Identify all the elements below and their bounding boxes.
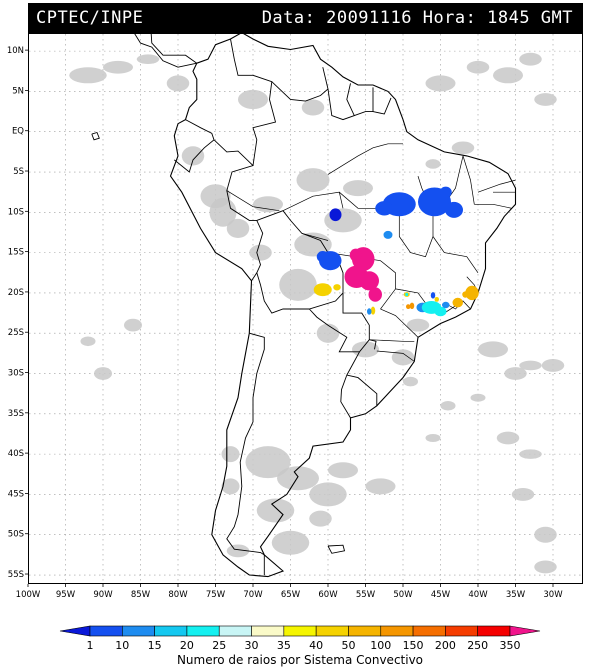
lon-tick-label: 95W [56, 590, 76, 600]
lon-tick-label: 55W [356, 590, 376, 600]
convective-system [445, 201, 463, 218]
convective-system [375, 201, 394, 216]
legend-label: 10 [115, 639, 129, 652]
legend-label: 30 [245, 639, 259, 652]
convective-system [405, 292, 409, 297]
convective-system [442, 301, 450, 309]
title-bar: CPTEC/INPE Data: 20091116 Hora: 1845 GMT [28, 3, 583, 33]
legend-swatch [218, 625, 252, 637]
lat-tick-label: 10N [7, 46, 24, 56]
lat-tick-label: 5N [12, 86, 24, 96]
convective-system [434, 296, 439, 302]
convective-system [383, 230, 393, 239]
legend-swatch [59, 625, 91, 637]
lon-tick-label: 50W [393, 590, 413, 600]
convective-system [370, 306, 376, 315]
map-canvas [29, 34, 582, 583]
lat-tick-label: 50S [8, 530, 24, 540]
lon-tick-label: 40W [468, 590, 488, 600]
convective-system [333, 284, 341, 291]
lat-tick-label: 20S [8, 288, 24, 298]
country-borders [91, 34, 517, 578]
convective-system [406, 304, 411, 310]
lat-tick-label: 45S [8, 489, 24, 499]
graticule [29, 34, 582, 583]
convective-system [409, 302, 415, 310]
lon-tick-label: 45W [431, 590, 451, 600]
map-frame [28, 33, 583, 584]
convective-system [368, 287, 382, 302]
lon-tick-label: 80W [168, 590, 188, 600]
legend-swatch [154, 625, 188, 637]
convective-system [316, 251, 329, 263]
lon-tick-label: 65W [281, 590, 301, 600]
legend-label: 40 [309, 639, 323, 652]
lon-tick-label: 70W [243, 590, 263, 600]
legend-label: 100 [370, 639, 391, 652]
lon-tick-label: 60W [318, 590, 338, 600]
legend-swatch [380, 625, 414, 637]
lon-axis: 100W 95W 90W 85W 80W 75W 70W 65W 60W 55W 50W 45W 40W… [16, 584, 563, 600]
convective-system [313, 283, 332, 297]
legend-swatch [122, 625, 155, 637]
legend-swatch [251, 625, 285, 637]
legend-label: 1 [87, 639, 94, 652]
legend-swatch [186, 625, 220, 637]
lat-tick-label: EQ [12, 127, 24, 137]
convective-system [329, 208, 342, 222]
legend-label: 25 [212, 639, 226, 652]
lat-tick-label: 25S [8, 328, 24, 338]
source-label: CPTEC/INPE [36, 8, 144, 28]
legend-swatch [283, 625, 317, 637]
convective-system [462, 291, 469, 298]
legend-swatch [509, 625, 541, 637]
lat-tick-label: 10S [8, 207, 24, 217]
cloud-cover [69, 52, 565, 574]
legend-label: 250 [467, 639, 488, 652]
legend-swatch [89, 625, 123, 637]
lat-tick-label: 55S [8, 570, 24, 580]
lon-tick-label: 85W [131, 590, 151, 600]
legend-swatch [315, 625, 349, 637]
convective-system [452, 297, 463, 308]
legend-swatch [412, 625, 446, 637]
convective-system [439, 186, 452, 198]
convective-system [367, 308, 372, 315]
lat-tick-label: 15S [8, 248, 24, 258]
lon-tick-label: 35W [506, 590, 526, 600]
convective-system [359, 271, 379, 291]
lat-tick-label: 40S [8, 449, 24, 459]
legend-label: 50 [341, 639, 355, 652]
color-legend: 1 10 15 20 25 30 35 40 50 100 150 200 250 350 [59, 625, 541, 652]
lat-tick-label: 5S [13, 167, 24, 177]
lon-tick-label: 100W [16, 590, 41, 600]
convective-system [434, 306, 447, 317]
lat-tick-label: 30S [8, 369, 24, 379]
lon-tick-label: 75W [206, 590, 226, 600]
legend-label: 15 [148, 639, 162, 652]
convective-system [430, 292, 436, 299]
legend-swatch [445, 625, 478, 637]
legend-label: 200 [435, 639, 456, 652]
lat-tick-label: 35S [8, 409, 24, 419]
lon-tick-label: 30W [543, 590, 563, 600]
legend-label: 35 [277, 639, 291, 652]
legend-title: Numero de raios por Sistema Convectivo [176, 653, 424, 667]
convective-system [349, 248, 362, 262]
legend-label: 350 [500, 639, 521, 652]
convective-systems [313, 186, 479, 317]
legend-swatch [477, 625, 511, 637]
legend-swatch [348, 625, 382, 637]
legend-label: 20 [180, 639, 194, 652]
lat-axis: 10N 5N EQ 5S 10S 15S 20S 25S 30S 35S 40S 45S 50S 55S [7, 46, 28, 580]
lon-tick-label: 90W [93, 590, 113, 600]
datetime-label: Data: 20091116 Hora: 1845 GMT [261, 8, 573, 28]
convective-system [465, 285, 479, 301]
legend-label: 150 [403, 639, 424, 652]
